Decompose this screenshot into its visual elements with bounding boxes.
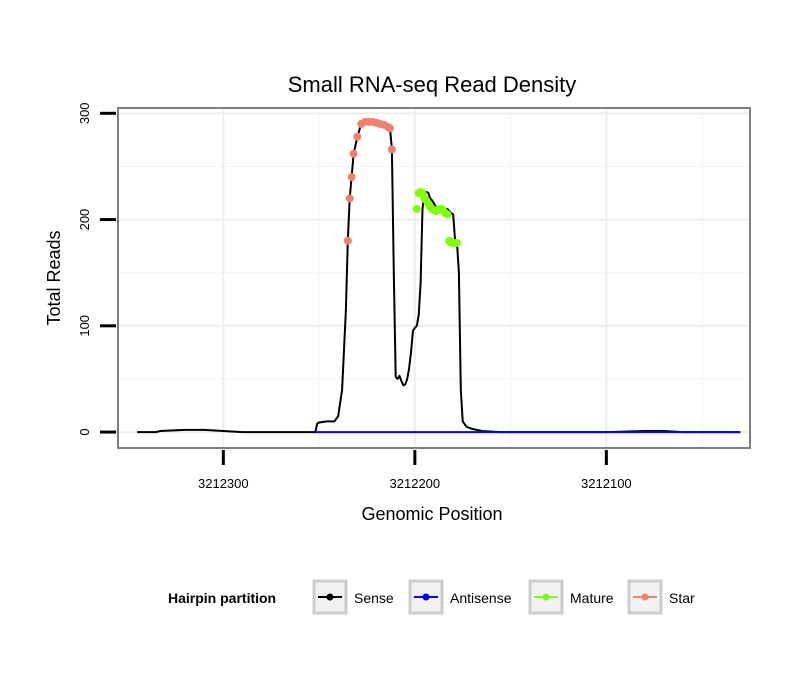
data-point-star [353,132,362,141]
legend-entries: Sense Antisense Mature Star [312,579,695,615]
data-point-star [347,173,356,182]
legend-label: Mature [570,590,614,606]
x-tick-label: 3212100 [581,476,632,491]
legend-key-point [641,593,649,601]
x-tick-label: 3212300 [198,476,249,491]
data-point-star [385,124,394,133]
x-axis: 3212300 3212200 3212100 [198,450,632,491]
data-point-mature [443,210,452,219]
legend-label: Antisense [450,590,512,606]
y-tick-label: 0 [77,428,92,435]
y-axis: 0 100 200 300 [77,102,116,436]
legend-item-sense: Sense [312,579,394,615]
legend-title: Hairpin partition [168,590,276,606]
data-point-star [349,149,358,158]
legend-key-point [542,593,550,601]
chart-title: Small RNA-seq Read Density [288,72,577,97]
legend-item-star: Star [627,579,695,615]
data-point-mature [412,204,421,213]
legend-item-mature: Mature [528,579,614,615]
legend-label: Star [669,590,695,606]
y-tick-label: 100 [77,315,92,337]
plot-area [117,107,751,449]
legend: Hairpin partition Sense Antisense Mature St… [168,579,695,615]
legend-label: Sense [354,590,394,606]
legend-item-antisense: Antisense [408,579,512,615]
series-layer [137,117,741,434]
data-point-mature [452,238,461,247]
legend-key-point [422,593,430,601]
x-tick-label: 3212200 [390,476,441,491]
x-axis-title: Genomic Position [361,504,502,524]
y-tick-label: 300 [77,102,92,124]
y-axis-title: Total Reads [44,230,64,325]
y-tick-label: 200 [77,209,92,231]
data-point-star [345,194,354,203]
data-point-star [343,236,352,245]
gridlines [119,109,749,447]
plot-panel [117,107,751,449]
data-point-star [387,145,396,154]
legend-key-point [326,593,334,601]
